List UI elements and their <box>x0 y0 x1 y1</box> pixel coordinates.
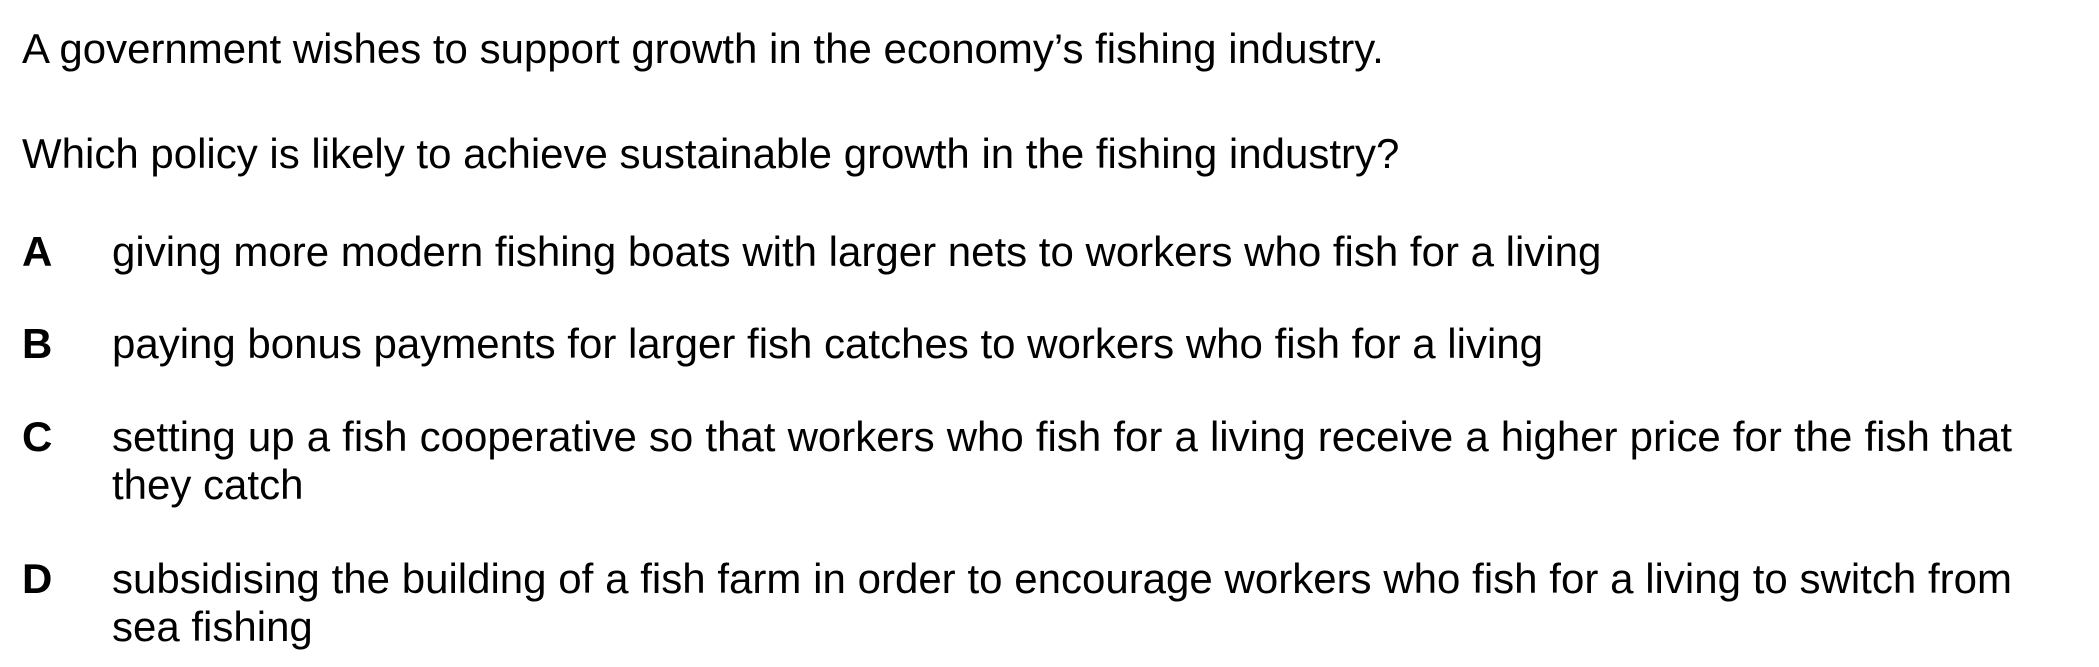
question-prompt: Which policy is likely to achieve sustai… <box>22 130 1400 177</box>
option-text-c: setting up a fish cooperative so that wo… <box>112 413 2012 508</box>
option-letter-d: D <box>22 555 53 602</box>
question-intro: A government wishes to support growth in… <box>22 25 1384 72</box>
option-letter-c: C <box>22 413 53 460</box>
option-text-a: giving more modern fishing boats with la… <box>112 228 1602 275</box>
option-letter-a: A <box>22 228 53 275</box>
option-text-b: paying bonus payments for larger fish ca… <box>112 320 1544 367</box>
option-text-d: subsidising the building of a fish farm … <box>112 555 2012 650</box>
option-letter-b: B <box>22 320 53 367</box>
